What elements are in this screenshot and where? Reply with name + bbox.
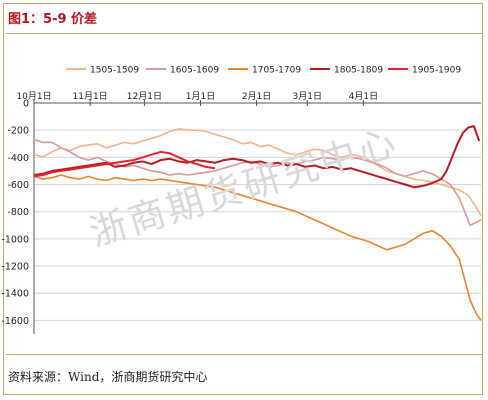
y-tick-label: 0	[23, 99, 29, 110]
y-tick-label: -800	[7, 207, 29, 218]
y-tick-label: -1200	[1, 262, 29, 273]
title-rule	[6, 33, 482, 34]
x-axis: 10月1日 11月1日 12月1日 1月1日 2月1日 3月1日 4月1日	[16, 91, 481, 334]
y-tick-label: -1600	[1, 316, 29, 327]
y-axis-ticks: 0 -200 -400 -600 -800 -1000 -1200 -1400 -1600	[1, 99, 29, 327]
figure-frame	[3, 3, 483, 395]
source-rule	[6, 354, 482, 355]
x-tick-label: 3月1日	[293, 91, 322, 102]
y-tick-label: -200	[7, 126, 29, 137]
series-line-1805-1809	[33, 125, 481, 189]
series-line-1705-1709	[33, 174, 482, 321]
series-line-1505-1509	[33, 128, 482, 217]
x-tick-label: 4月1日	[349, 91, 378, 102]
legend-label: 1905-1909	[412, 66, 461, 76]
legend-label: 1605-1609	[170, 66, 219, 76]
legend-label: 1805-1809	[334, 66, 383, 76]
x-tick-label: 10月1日	[16, 91, 51, 102]
y-tick-label: -400	[7, 153, 29, 164]
source-label: 资料来源：Wind，浙商期货研究中心	[8, 370, 208, 384]
series-line-1905-1909	[33, 150, 216, 178]
chart-gridlines	[34, 129, 481, 321]
chart-legend: 1505-1509 1605-1609 1705-1709 1805-1809 1905…	[66, 66, 461, 76]
y-tick-label: -1400	[1, 289, 29, 300]
x-tick-label: 1月1日	[186, 91, 215, 102]
y-tick-label: -600	[7, 180, 29, 191]
legend-label: 1705-1709	[252, 66, 301, 76]
x-tick-label: 2月1日	[242, 91, 271, 102]
legend-label: 1505-1509	[90, 66, 139, 76]
x-tick-label: 11月1日	[73, 91, 108, 102]
figure-title: 图1：5-9 价差	[8, 12, 98, 27]
chart-series	[33, 125, 482, 321]
x-tick-label: 12月1日	[127, 91, 162, 102]
y-tick-label: -1000	[1, 234, 29, 245]
